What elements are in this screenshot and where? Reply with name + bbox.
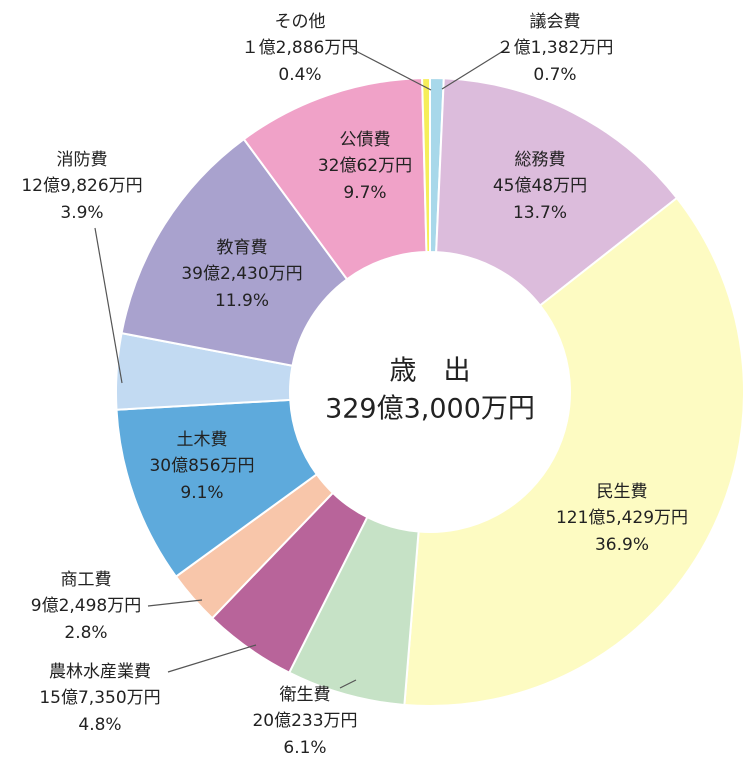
leader-line [167,644,257,673]
center-title: 歳 出 [390,356,471,387]
segment-amount: 121億5,429万円 [556,508,688,528]
leader-lines [94,47,509,689]
leader-line [339,679,357,689]
center-total: 329億3,000万円 [325,394,535,425]
segment-percent: 36.9% [595,535,649,555]
segment [421,76,431,254]
leader-line [349,47,432,91]
segment-percent: 9.7% [343,183,386,203]
segment-percent: 3.9% [60,203,103,223]
segment-amount: 20億233万円 [252,711,357,731]
leader-line [441,47,509,90]
segment-amount: 45億48万円 [493,176,587,196]
segment-amount: 12億9,826万円 [21,176,142,196]
segment-name: 議会費 [530,12,581,32]
segment-percent: 0.4% [278,65,321,85]
segment-amount: １億2,886万円 [242,38,359,58]
segment-name: 消防費 [57,150,108,170]
segment [120,137,349,367]
segment-name: 衛生費 [280,685,331,705]
segment [435,77,679,307]
segment-percent: 13.7% [513,203,567,223]
segment-percent: 0.7% [533,65,576,85]
segment-name: 教育費 [217,238,268,258]
leader-line [94,227,123,384]
segment-amount: 39億2,430万円 [181,264,302,284]
segment-amount: 9億2,498万円 [31,596,141,616]
donut [115,76,743,707]
segment-percent: 6.1% [283,738,326,758]
segment-amount: 32億62万円 [318,156,412,176]
segment [403,196,743,707]
segment-percent: 4.8% [78,715,121,735]
segment-name: 農林水産業費 [49,662,151,682]
segment-amount: ２億1,382万円 [497,38,614,58]
segment-name: 公債費 [340,130,391,150]
segment-amount: 15億7,350万円 [39,688,160,708]
segment-percent: 9.1% [180,483,223,503]
segment-name: その他 [275,12,326,32]
segment-name: 民生費 [597,482,648,502]
segment-name: 土木費 [177,430,228,450]
segment-percent: 11.9% [215,291,269,311]
leader-line [147,599,203,607]
segment-percent: 2.8% [64,623,107,643]
segment-name: 商工費 [61,570,112,590]
segment-name: 総務費 [515,150,566,170]
segment-amount: 30億856万円 [149,456,254,476]
